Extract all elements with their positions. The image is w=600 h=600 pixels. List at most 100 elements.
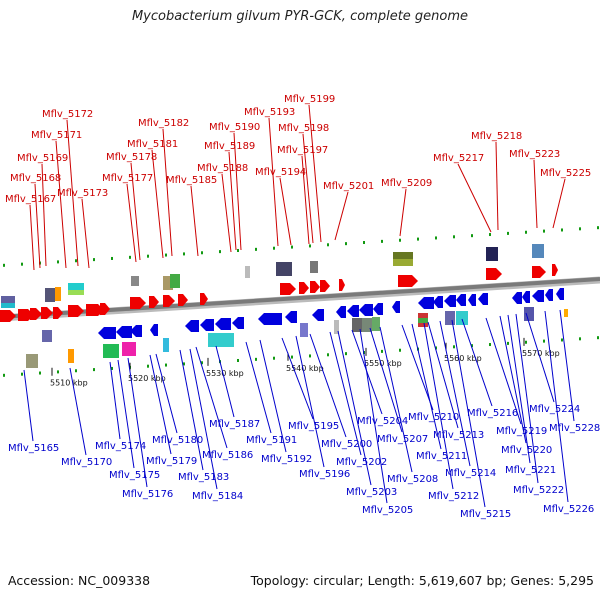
reverse-gene-label[interactable]: Mflv_5165 <box>8 443 59 454</box>
reverse-gene-label[interactable]: Mflv_5200 <box>321 439 372 450</box>
reverse-gene-label[interactable]: Mflv_5186 <box>202 450 253 461</box>
track-dot <box>93 258 95 262</box>
forward-gene-arrow <box>398 275 418 287</box>
reverse-gene-label[interactable]: Mflv_5219 <box>496 426 547 437</box>
forward-gene-label[interactable]: Mflv_5189 <box>204 141 255 152</box>
reverse-gene-label[interactable]: Mflv_5205 <box>362 505 413 516</box>
forward-gene-label[interactable]: Mflv_5173 <box>57 188 108 199</box>
forward-gene-label[interactable]: Mflv_5199 <box>284 94 335 105</box>
forward-gene-arrow <box>299 282 309 294</box>
reverse-gene-label[interactable]: Mflv_5212 <box>428 491 479 502</box>
track-dot <box>21 262 23 266</box>
forward-gene-arrow <box>41 307 53 319</box>
forward-gene-label[interactable]: Mflv_5197 <box>277 145 328 156</box>
forward-gene-label[interactable]: Mflv_5225 <box>540 168 591 179</box>
track-dot <box>345 242 347 246</box>
reverse-gene-label[interactable]: Mflv_5224 <box>529 404 580 415</box>
forward-gene-label[interactable]: Mflv_5193 <box>244 107 295 118</box>
reverse-gene-label[interactable]: Mflv_5203 <box>346 487 397 498</box>
scale-tick-label: 5560 kbp <box>444 354 482 363</box>
track-dot <box>399 238 401 242</box>
reverse-gene-label[interactable]: Mflv_5207 <box>377 434 428 445</box>
forward-label-leader <box>29 204 35 271</box>
reverse-gene-label[interactable]: Mflv_5170 <box>61 457 112 468</box>
reverse-gene-label[interactable]: Mflv_5202 <box>336 457 387 468</box>
reverse-gene-label[interactable]: Mflv_5222 <box>513 485 564 496</box>
track-dot <box>237 358 239 362</box>
forward-gene-arrow <box>552 264 558 276</box>
reverse-gene-block <box>68 349 74 363</box>
reverse-gene-label[interactable]: Mflv_5192 <box>261 454 312 465</box>
reverse-gene-label[interactable]: Mflv_5183 <box>178 472 229 483</box>
forward-gene-label[interactable]: Mflv_5188 <box>197 163 248 174</box>
track-dot <box>147 254 149 258</box>
reverse-gene-label[interactable]: Mflv_5204 <box>357 416 408 427</box>
forward-label-leader <box>190 185 199 257</box>
reverse-label-leader <box>69 367 87 456</box>
forward-gene-block <box>55 287 61 301</box>
reverse-gene-label[interactable]: Mflv_5213 <box>433 430 484 441</box>
forward-gene-label[interactable]: Mflv_5185 <box>166 175 217 186</box>
forward-gene-label[interactable]: Mflv_5177 <box>102 173 153 184</box>
reverse-gene-label[interactable]: Mflv_5211 <box>416 451 467 462</box>
forward-label-leader <box>457 163 492 233</box>
reverse-gene-label[interactable]: Mflv_5176 <box>122 489 173 500</box>
reverse-gene-label[interactable]: Mflv_5191 <box>246 435 297 446</box>
reverse-gene-label[interactable]: Mflv_5221 <box>505 465 556 476</box>
forward-label-leader <box>334 191 349 241</box>
track-dot <box>3 263 5 267</box>
forward-gene-label[interactable]: Mflv_5223 <box>509 149 560 160</box>
reverse-gene-label[interactable]: Mflv_5214 <box>445 468 496 479</box>
reverse-label-leader <box>155 353 178 434</box>
reverse-gene-label[interactable]: Mflv_5184 <box>192 491 243 502</box>
reverse-label-leader <box>295 335 325 468</box>
reverse-gene-label[interactable]: Mflv_5179 <box>146 456 197 467</box>
reverse-gene-label[interactable]: Mflv_5226 <box>543 504 594 515</box>
forward-gene-label[interactable]: Mflv_5218 <box>471 131 522 142</box>
reverse-gene-block <box>208 333 234 347</box>
forward-gene-label[interactable]: Mflv_5182 <box>138 118 189 129</box>
forward-label-leader <box>268 117 279 247</box>
track-dot <box>363 241 365 245</box>
reverse-label-leader <box>215 345 235 418</box>
reverse-gene-label[interactable]: Mflv_5228 <box>549 423 600 434</box>
forward-gene-label[interactable]: Mflv_5198 <box>278 123 329 134</box>
track-dot <box>507 341 509 345</box>
forward-gene-label[interactable]: Mflv_5167 <box>5 194 56 205</box>
forward-gene-label[interactable]: Mflv_5171 <box>31 130 82 141</box>
reverse-gene-label[interactable]: Mflv_5220 <box>501 445 552 456</box>
reverse-label-leader <box>337 330 372 486</box>
forward-label-leader <box>66 119 79 267</box>
reverse-gene-label[interactable]: Mflv_5187 <box>209 419 260 430</box>
forward-gene-label[interactable]: Mflv_5168 <box>10 173 61 184</box>
forward-gene-label[interactable]: Mflv_5190 <box>209 122 260 133</box>
reverse-gene-arrow <box>130 325 142 337</box>
forward-gene-label[interactable]: Mflv_5217 <box>433 153 484 164</box>
reverse-gene-block <box>352 318 362 332</box>
forward-gene-label[interactable]: Mflv_5172 <box>42 109 93 120</box>
reverse-gene-label[interactable]: Mflv_5215 <box>460 509 511 520</box>
reverse-gene-label[interactable]: Mflv_5174 <box>95 441 146 452</box>
forward-gene-label[interactable]: Mflv_5169 <box>17 153 68 164</box>
forward-gene-label[interactable]: Mflv_5194 <box>255 167 306 178</box>
track-dot <box>471 344 473 348</box>
forward-gene-block <box>245 266 250 278</box>
reverse-gene-label[interactable]: Mflv_5208 <box>387 474 438 485</box>
track-dot <box>183 252 185 256</box>
forward-gene-label[interactable]: Mflv_5201 <box>323 181 374 192</box>
reverse-gene-label[interactable]: Mflv_5180 <box>152 435 203 446</box>
forward-gene-block <box>1 296 15 304</box>
reverse-gene-label[interactable]: Mflv_5196 <box>299 469 350 480</box>
track-dot <box>561 228 563 232</box>
forward-gene-label[interactable]: Mflv_5209 <box>381 178 432 189</box>
reverse-gene-label[interactable]: Mflv_5195 <box>288 421 339 432</box>
forward-gene-label[interactable]: Mflv_5181 <box>127 139 178 150</box>
forward-gene-block <box>486 247 498 261</box>
forward-gene-arrow <box>130 297 146 309</box>
track-dot <box>561 338 563 342</box>
reverse-gene-label[interactable]: Mflv_5175 <box>109 470 160 481</box>
forward-gene-label[interactable]: Mflv_5178 <box>106 152 157 163</box>
reverse-label-leader <box>369 327 403 433</box>
reverse-gene-label[interactable]: Mflv_5216 <box>467 408 518 419</box>
track-dot <box>57 260 59 264</box>
